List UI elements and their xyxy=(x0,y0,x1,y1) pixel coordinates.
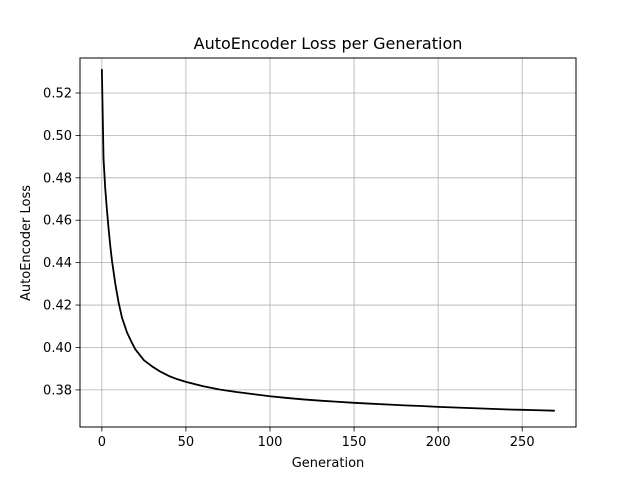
y-tick-label: 0.46 xyxy=(43,214,72,229)
chart-title: AutoEncoder Loss per Generation xyxy=(194,34,463,53)
y-tick-label: 0.52 xyxy=(43,86,72,101)
y-tick-label: 0.50 xyxy=(43,129,72,144)
y-tick-label: 0.38 xyxy=(43,383,72,398)
x-tick-label: 100 xyxy=(258,435,283,450)
axis-ticks: 0 50 100 150 200 250 0.38 0.40 0.42 0.44 0.46 0.48 0… xyxy=(43,86,535,450)
y-tick-label: 0.42 xyxy=(43,299,72,314)
y-tick-label: 0.44 xyxy=(43,256,72,271)
plot-frame xyxy=(79,57,577,428)
y-axis-label: AutoEncoder Loss xyxy=(19,185,34,301)
y-tick-label: 0.40 xyxy=(43,341,72,356)
y-tick-label: 0.48 xyxy=(43,171,72,186)
x-axis-label: Generation xyxy=(292,456,365,471)
x-tick-label: 200 xyxy=(426,435,451,450)
x-tick-label: 50 xyxy=(178,435,195,450)
loss-series-line xyxy=(100,68,556,412)
series-group xyxy=(100,68,556,412)
grid-lines xyxy=(80,58,576,427)
x-tick-label: 250 xyxy=(510,435,535,450)
x-tick-label: 0 xyxy=(98,435,106,450)
x-tick-label: 150 xyxy=(342,435,367,450)
